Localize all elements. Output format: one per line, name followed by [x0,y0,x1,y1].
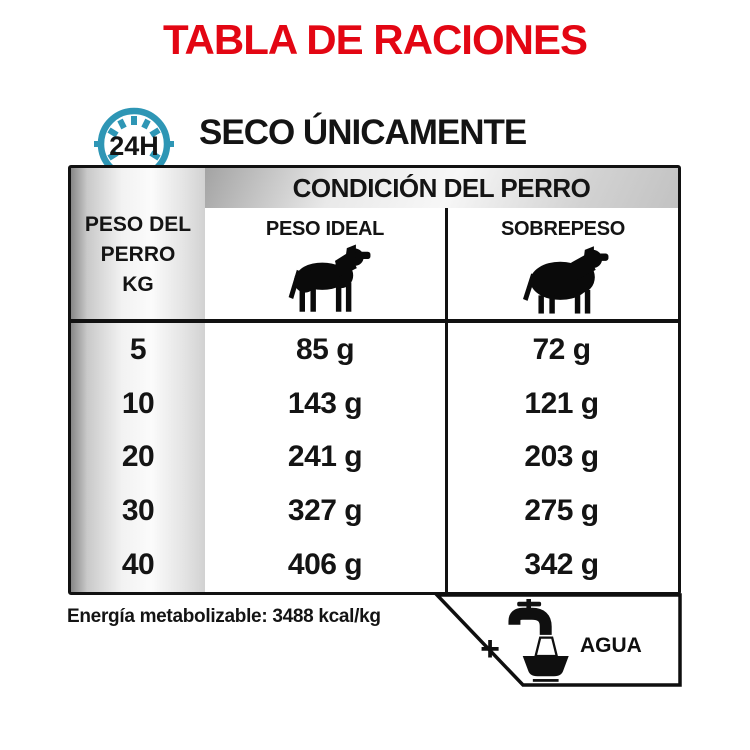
water-callout-outline [432,593,682,687]
weight-value: 10 [121,386,155,420]
overweight-ration: 275 g [524,494,599,528]
dog-overweight-icon [523,246,609,314]
table-row: 30 327 g 275 g [71,484,678,538]
page-title: TABLA DE RACIONES [163,16,588,63]
table-row: 20 241 g 203 g [71,431,678,485]
weight-value: 20 [121,440,155,474]
energy-note: Energía metabolizable: 3488 kcal/kg [67,606,381,627]
ideal-ration: 241 g [287,440,363,474]
dry-only-heading: SECO ÚNICAMENTE [199,113,527,152]
header-separator-line [71,319,678,323]
table-row: 40 406 g 342 g [71,538,678,592]
overweight-ration: 121 g [524,386,599,420]
overweight-ration: 72 g [532,332,591,366]
water-callout: + AGUA [432,593,682,687]
weight-header-line: PERRO [100,243,176,266]
weight-header-line: PESO DEL [84,213,192,236]
column-label-overweight: SOBREPESO [501,218,625,240]
weight-value: 30 [121,494,155,528]
ration-table: CONDICIÓN DEL PERRO PESO DEL PERRO KG PE… [68,165,681,595]
clock-24h-icon: 24H [94,107,174,181]
overweight-ration: 203 g [524,440,599,474]
faucet-bowl-icon [508,599,569,682]
weight-value: 5 [129,332,147,366]
weight-column-header: PESO DEL PERRO KG [71,210,205,300]
ideal-ration: 406 g [287,548,363,582]
condition-header-bar: CONDICIÓN DEL PERRO [205,168,678,208]
condition-header-label: CONDICIÓN DEL PERRO [292,172,591,203]
plus-sign: + [480,630,500,668]
table-row: 5 85 g 72 g [71,323,678,377]
weight-value: 40 [121,548,155,582]
ideal-ration: 85 g [295,332,355,366]
overweight-ration: 342 g [524,548,599,582]
column-label-ideal: PESO IDEAL [265,218,385,240]
clock-24h-label: 24H [109,131,159,161]
table-row: 10 143 g 121 g [71,377,678,431]
table-body: 5 85 g 72 g 10 143 g 121 g 20 241 g 203 … [71,323,678,592]
water-label: AGUA [580,634,642,657]
ideal-ration: 327 g [287,494,363,528]
ideal-ration: 143 g [287,386,363,420]
weight-header-line: KG [122,273,154,296]
column-divider [445,208,448,592]
weight-column-background [71,168,205,592]
dog-ideal-icon [288,244,371,312]
